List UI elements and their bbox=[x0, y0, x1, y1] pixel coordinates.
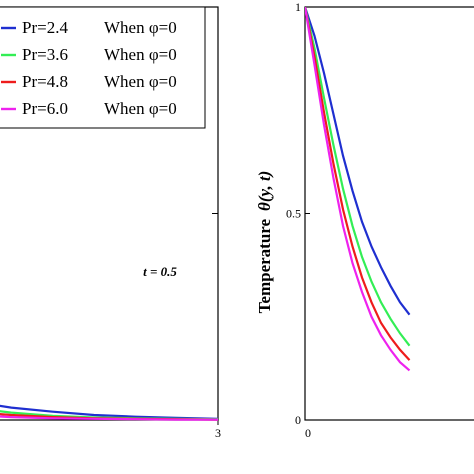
right-y-axis-label: Temperature θ(y, t) bbox=[255, 171, 274, 314]
y-axis-label-math: θ(y, t) bbox=[255, 171, 274, 211]
legend-condition-0: When φ=0 bbox=[104, 18, 177, 37]
legend: Pr=2.4 When φ=0 Pr=3.6 When φ=0 Pr=4.8 When φ… bbox=[0, 6, 206, 129]
right-series-line-0 bbox=[305, 7, 411, 316]
right-y-tick-label: 1 bbox=[295, 0, 301, 14]
right-series-line-1 bbox=[305, 7, 411, 347]
right-series-line-2 bbox=[305, 7, 411, 361]
legend-label-3: Pr=6.0 bbox=[22, 99, 68, 118]
legend-label-2: Pr=4.8 bbox=[22, 72, 68, 91]
legend-condition-2: When φ=0 bbox=[104, 72, 177, 91]
left-x-tick-label: 3 bbox=[215, 426, 221, 440]
right-x-tick-label: 0 bbox=[305, 426, 311, 440]
legend-box bbox=[0, 6, 206, 129]
right-y-tick-label: 0 bbox=[295, 413, 301, 427]
right-plot-frame bbox=[304, 6, 474, 421]
right-y-tick-label: 0.5 bbox=[286, 207, 301, 221]
legend-condition-3: When φ=0 bbox=[104, 99, 177, 118]
legend-condition-1: When φ=0 bbox=[104, 45, 177, 64]
time-annotation: t = 0.5 bbox=[143, 264, 177, 279]
y-axis-label-word: Temperature bbox=[255, 218, 274, 313]
left-series-line-3 bbox=[0, 415, 218, 421]
right-plot: 0 0.5 1 0 Temperature θ(y, t) bbox=[255, 0, 474, 440]
legend-label-0: Pr=2.4 bbox=[22, 18, 68, 37]
left-plot: 3 t = 0.5 Pr=2.4 When φ=0 Pr=3.6 When φ=0 Pr=4… bbox=[0, 6, 221, 440]
legend-label-1: Pr=3.6 bbox=[22, 45, 68, 64]
right-series-line-3 bbox=[305, 7, 411, 372]
